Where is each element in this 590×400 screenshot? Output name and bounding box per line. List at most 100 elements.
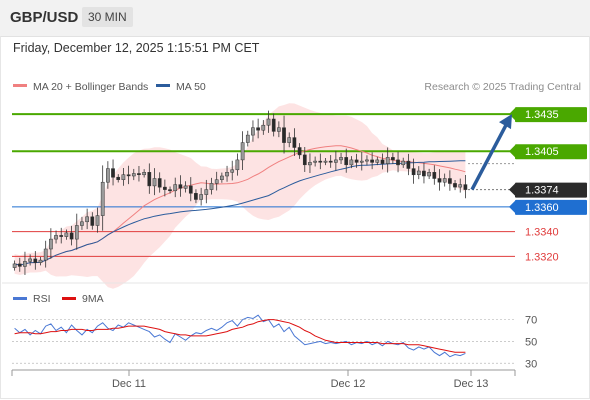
candle-body (49, 238, 53, 250)
level-label-support: 1.3320 (525, 251, 559, 263)
candle-body (225, 172, 229, 177)
interval-badge[interactable]: 30 MIN (82, 7, 133, 27)
timestamp: Friday, December 12, 2025 1:15:51 PM CET (13, 41, 260, 55)
rsi-line (14, 314, 466, 358)
candle-body (422, 170, 426, 177)
candle-body (38, 259, 43, 263)
candle-body (23, 261, 27, 267)
candle-body (80, 221, 84, 226)
x-tick-label: Dec 12 (331, 378, 366, 390)
candle-body (204, 189, 209, 195)
candle-body (111, 168, 115, 178)
candle-body (116, 176, 121, 180)
candle-body (463, 184, 468, 190)
candle-body (168, 189, 172, 192)
symbol-title: GBP/USD (10, 9, 79, 26)
candle-body (339, 157, 343, 161)
level-label-pivot: 1.3360 (525, 202, 559, 214)
candle-body (121, 174, 126, 180)
level-label-resistance: 1.3405 (525, 146, 559, 158)
candle-body (344, 157, 349, 166)
level-tag-pointer (509, 200, 515, 213)
rsi-legend-label: 9MA (82, 293, 104, 305)
ma50-line (14, 160, 466, 266)
candle-body (375, 159, 380, 163)
candle-body (432, 172, 437, 179)
level-label-support: 1.3340 (525, 227, 559, 239)
rsi-legend-label: RSI (33, 293, 51, 305)
candle-body (194, 193, 198, 200)
candle-body (261, 124, 266, 131)
rsi-tick-label: 30 (525, 358, 537, 370)
candle-body (90, 216, 95, 226)
candle-body (370, 159, 374, 163)
level-tag-resistance (515, 107, 587, 123)
candle-body (292, 137, 297, 148)
candle-body (183, 185, 188, 189)
rsi-ma-line (14, 319, 466, 353)
candle-body (453, 183, 457, 188)
candle-body (328, 160, 333, 163)
bollinger-band (14, 103, 466, 289)
candle-body (147, 172, 152, 187)
candle-body (152, 178, 157, 187)
candle-body (271, 118, 276, 132)
forecast-arrow-shaft (470, 124, 508, 191)
candle-body (380, 159, 385, 164)
level-label-current: 1.3374 (525, 185, 559, 197)
candle-body (59, 235, 64, 237)
candle-body (230, 169, 235, 173)
candle-body (245, 134, 250, 143)
candle-body (448, 178, 452, 184)
candle-body (427, 172, 431, 177)
candle-body (396, 159, 400, 166)
candle-body (157, 178, 162, 188)
candle-body (69, 232, 74, 240)
candle-body (251, 127, 255, 136)
candle-body (214, 179, 219, 184)
candle-body (54, 235, 58, 240)
candle-body (313, 160, 317, 163)
level-tag-current (515, 182, 587, 198)
x-tick-label: Dec 11 (112, 378, 146, 390)
candle-body (33, 258, 38, 263)
candle-body (131, 173, 136, 177)
candle-body (142, 172, 146, 176)
candle-body (365, 159, 369, 162)
top-bar: GBP/USD 30 MIN (0, 0, 590, 37)
legend-swatch (156, 84, 170, 87)
candle-body (334, 159, 338, 163)
candle-body (163, 186, 167, 190)
candle-body (411, 168, 416, 176)
level-tag-pivot (515, 199, 587, 215)
candle-body (178, 184, 183, 189)
candle-body (442, 178, 447, 183)
candle-body (302, 154, 307, 166)
candle-body (43, 248, 48, 261)
candle-body (323, 160, 328, 163)
rsi-legend-swatch (13, 297, 27, 300)
level-tag-pointer (509, 183, 515, 196)
candle-body (235, 159, 240, 171)
candle-body (28, 258, 32, 262)
candle-body (385, 157, 390, 164)
candle-body (240, 142, 245, 161)
x-tick-label: Dec 13 (454, 378, 489, 390)
candle-body (277, 127, 281, 132)
candle-body (256, 127, 260, 131)
candle-body (282, 127, 286, 143)
legend-label: MA 20 + Bollinger Bands (33, 81, 148, 93)
candle-body (12, 263, 17, 268)
candle-body (74, 225, 79, 240)
candle-body (297, 147, 302, 156)
level-tag-pointer (509, 145, 515, 158)
watermark-text: Research © 2025 Trading Central (424, 81, 581, 93)
candle-body (308, 162, 312, 166)
candle-body (137, 173, 141, 175)
candle-body (416, 170, 421, 175)
candle-body (106, 168, 110, 183)
candle-body (401, 160, 406, 166)
rsi-legend-swatch (62, 297, 76, 300)
candle-body (126, 174, 131, 177)
forecast-arrow-head (499, 114, 512, 130)
